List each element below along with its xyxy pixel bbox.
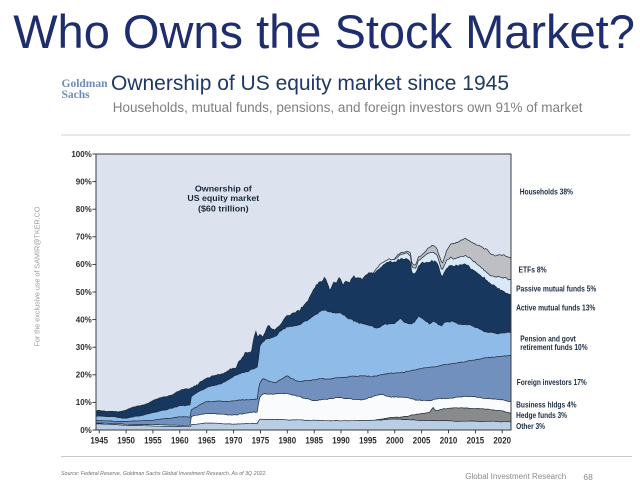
svg-text:1980: 1980 <box>279 435 297 446</box>
svg-text:40%: 40% <box>76 316 92 325</box>
svg-text:Active mutual funds 13%: Active mutual funds 13% <box>516 302 596 312</box>
svg-text:2010: 2010 <box>440 435 458 446</box>
svg-text:60%: 60% <box>76 260 92 269</box>
svg-text:1955: 1955 <box>144 435 162 446</box>
svg-text:90%: 90% <box>76 178 92 187</box>
svg-text:retirement funds 10%: retirement funds 10% <box>520 342 588 352</box>
svg-text:Passive mutual funds 5%: Passive mutual funds 5% <box>516 283 597 293</box>
svg-text:1970: 1970 <box>225 435 243 446</box>
svg-text:80%: 80% <box>76 205 92 214</box>
svg-text:10%: 10% <box>76 398 92 407</box>
svg-text:1985: 1985 <box>305 435 323 446</box>
svg-text:2015: 2015 <box>467 435 485 446</box>
svg-text:20%: 20% <box>76 371 92 380</box>
svg-text:1965: 1965 <box>198 435 216 446</box>
svg-text:ETFs 8%: ETFs 8% <box>519 264 548 274</box>
svg-text:Business hldgs 4%: Business hldgs 4% <box>516 400 577 410</box>
svg-text:2020: 2020 <box>493 435 511 446</box>
svg-text:($60 trillion): ($60 trillion) <box>198 204 249 214</box>
svg-text:1945: 1945 <box>90 435 108 446</box>
svg-text:50%: 50% <box>76 288 92 297</box>
svg-text:0%: 0% <box>80 426 92 435</box>
svg-text:2000: 2000 <box>386 435 404 446</box>
svg-text:1950: 1950 <box>117 435 135 446</box>
svg-text:1995: 1995 <box>359 435 377 446</box>
svg-text:Foreign investors 17%: Foreign investors 17% <box>517 377 587 387</box>
svg-text:2005: 2005 <box>413 435 431 446</box>
svg-text:Households 38%: Households 38% <box>520 187 574 197</box>
svg-text:100%: 100% <box>71 150 91 159</box>
svg-text:Pension and govt: Pension and govt <box>520 334 576 344</box>
svg-text:1990: 1990 <box>332 435 350 446</box>
svg-text:30%: 30% <box>76 343 92 352</box>
svg-text:1975: 1975 <box>252 435 270 446</box>
svg-text:Other 3%: Other 3% <box>516 421 545 431</box>
svg-text:70%: 70% <box>76 233 92 242</box>
svg-text:Hedge funds 3%: Hedge funds 3% <box>516 410 567 420</box>
svg-text:Ownership of: Ownership of <box>195 183 252 193</box>
svg-text:US equity market: US equity market <box>187 193 259 203</box>
svg-text:1960: 1960 <box>171 435 189 446</box>
